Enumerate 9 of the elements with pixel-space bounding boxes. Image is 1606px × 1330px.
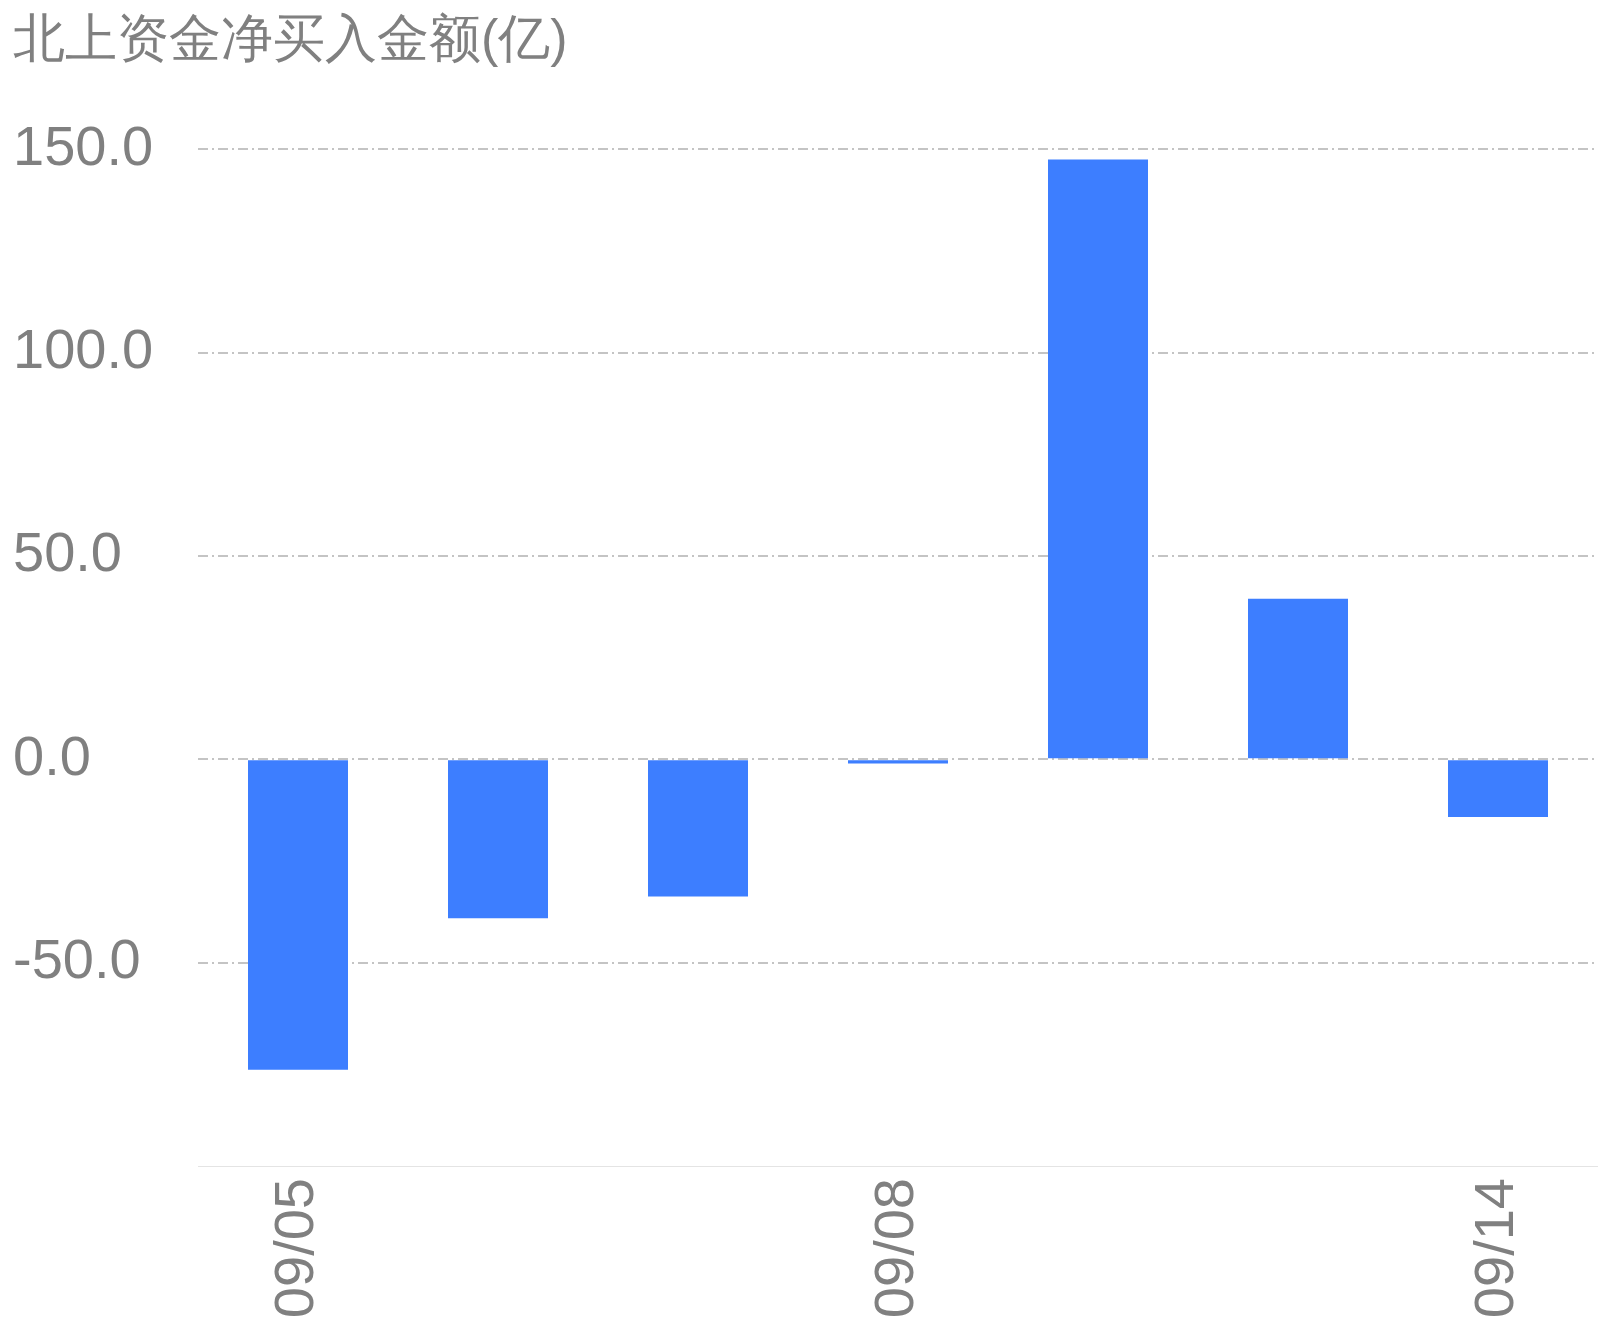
- y-tick-label: 50.0: [13, 520, 122, 584]
- y-tick-label: 100.0: [13, 317, 154, 381]
- x-tick-label: 09/08: [862, 1178, 926, 1319]
- y-tick-label: -50.0: [13, 927, 141, 991]
- chart-title: 北上资金净买入金额(亿): [13, 8, 568, 67]
- y-tick-label: 0.0: [13, 723, 91, 787]
- y-tick-label: 150.0: [13, 113, 154, 177]
- x-tick-label: 09/05: [262, 1178, 326, 1319]
- x-tick-label: 09/14: [1462, 1178, 1526, 1319]
